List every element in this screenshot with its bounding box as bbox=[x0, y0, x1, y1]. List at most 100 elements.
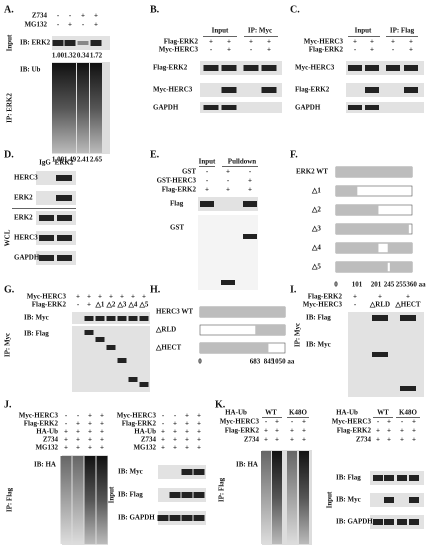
treatment-sign: + bbox=[197, 412, 201, 420]
blot-band bbox=[404, 87, 418, 93]
rows: ERK2 WT bbox=[296, 168, 328, 176]
panel-label: A. bbox=[4, 4, 14, 15]
blot-band bbox=[90, 40, 102, 46]
treatment-sign: + bbox=[226, 186, 230, 194]
sides: IP: ERK2 bbox=[6, 93, 14, 123]
ticks: 0 bbox=[334, 281, 338, 289]
blot-band bbox=[39, 235, 54, 241]
blots-right: IB: GAPDH bbox=[336, 518, 373, 526]
quant-bottom: 1.49 bbox=[64, 156, 77, 164]
blot-band bbox=[255, 325, 285, 335]
treatment-sign: - bbox=[82, 21, 85, 29]
blot-band bbox=[373, 519, 383, 525]
blot-band bbox=[409, 497, 419, 503]
treatment-sign: + bbox=[76, 420, 80, 428]
treatment-sign: + bbox=[370, 46, 374, 54]
blot-band bbox=[346, 61, 424, 75]
treatment-sign: + bbox=[100, 412, 104, 420]
treatment-sign: + bbox=[142, 293, 146, 301]
blot-band bbox=[386, 36, 418, 37]
treatment-sign: + bbox=[64, 436, 68, 444]
treatment-sign: - bbox=[250, 46, 253, 54]
blot-band bbox=[243, 201, 257, 207]
treatment-name: Myc-HERC3 bbox=[159, 46, 199, 54]
blots-left: IB: HA bbox=[34, 461, 56, 469]
headers: Pulldown bbox=[228, 158, 257, 166]
blot-band bbox=[400, 386, 416, 391]
treatment-sign: + bbox=[120, 293, 124, 301]
panel-label: F. bbox=[290, 149, 298, 160]
blot-band bbox=[384, 519, 394, 525]
treatment-name: Myc-HERC3 bbox=[303, 301, 343, 309]
quant-top: 0.34 bbox=[77, 52, 90, 60]
treatment-sign: △HECT bbox=[394, 301, 421, 309]
blots: Myc-HERC3 bbox=[295, 64, 335, 72]
blot-band bbox=[57, 215, 72, 221]
blots-left: IB: HA bbox=[236, 461, 258, 469]
treatment-sign: △RLD bbox=[369, 301, 390, 309]
treatment-sign: + bbox=[131, 293, 135, 301]
treatment-sign: + bbox=[173, 420, 177, 428]
treatment-name: Flag-ERK2 bbox=[308, 293, 343, 301]
quant-bottom: 2.41 bbox=[77, 156, 90, 164]
treatment-sign: + bbox=[412, 427, 416, 435]
treatment-sign: + bbox=[264, 436, 268, 444]
treatment-sign: + bbox=[197, 444, 201, 452]
treatment-sign: + bbox=[185, 412, 189, 420]
treatment-sign: - bbox=[174, 412, 177, 420]
blots: IB: Myc bbox=[306, 341, 331, 349]
treatment-sign: - bbox=[65, 420, 68, 428]
blots: IB: ERK2 bbox=[20, 39, 51, 47]
panel-label: B. bbox=[150, 4, 160, 15]
blots: HERC3 bbox=[14, 234, 38, 242]
blot-band bbox=[396, 417, 420, 418]
treatment-sign: + bbox=[290, 436, 294, 444]
blot-band bbox=[169, 492, 181, 498]
treatment-sign: - bbox=[291, 418, 294, 426]
blot-band bbox=[203, 65, 219, 71]
blot-band bbox=[200, 201, 214, 207]
blot-band bbox=[39, 255, 54, 261]
blot-band bbox=[404, 65, 418, 71]
treatment-sign: △1 bbox=[95, 301, 105, 309]
sides: Input bbox=[326, 491, 334, 508]
treatment-sign: + bbox=[88, 444, 92, 452]
treatment-sign: + bbox=[387, 427, 391, 435]
blot-band bbox=[336, 262, 388, 272]
blot-band bbox=[336, 167, 412, 177]
treatment-sign: - bbox=[354, 301, 357, 309]
treatment-name: Z734 bbox=[32, 12, 48, 20]
blot-band bbox=[199, 166, 215, 167]
blot-band bbox=[221, 105, 237, 110]
blot-band bbox=[193, 469, 205, 475]
treatment-name: MG132 bbox=[35, 444, 58, 452]
treatment-sign: + bbox=[173, 428, 177, 436]
treatment-sign: - bbox=[392, 46, 395, 54]
treatment-sign: + bbox=[409, 38, 413, 46]
blot-band bbox=[200, 343, 269, 353]
treatment-sign: - bbox=[227, 177, 230, 185]
treatment-sign: - bbox=[210, 46, 213, 54]
treatment-sign: + bbox=[370, 38, 374, 46]
blot-band bbox=[336, 186, 358, 196]
treatment-sign: - bbox=[57, 12, 60, 20]
blot-band bbox=[36, 251, 76, 265]
blot-band bbox=[409, 519, 419, 525]
blot-band bbox=[72, 456, 84, 544]
blots-right: IB: Myc bbox=[336, 496, 361, 504]
treatment-sign: + bbox=[88, 412, 92, 420]
blot-band bbox=[64, 63, 76, 153]
blot-band bbox=[203, 105, 219, 110]
blots: GAPDH bbox=[14, 254, 40, 262]
blot-band bbox=[60, 456, 72, 544]
treatment-sign: + bbox=[100, 420, 104, 428]
blot-band bbox=[400, 315, 416, 321]
blot-band bbox=[90, 63, 102, 153]
blots: Flag-ERK2 bbox=[153, 64, 188, 72]
ticks: 845 bbox=[264, 358, 275, 366]
treatment-sign: + bbox=[185, 428, 189, 436]
blots: ERK2 bbox=[14, 194, 33, 202]
sides: Input bbox=[6, 34, 14, 51]
quant-top: 1.00 bbox=[52, 52, 65, 60]
treatment-sign: + bbox=[387, 418, 391, 426]
